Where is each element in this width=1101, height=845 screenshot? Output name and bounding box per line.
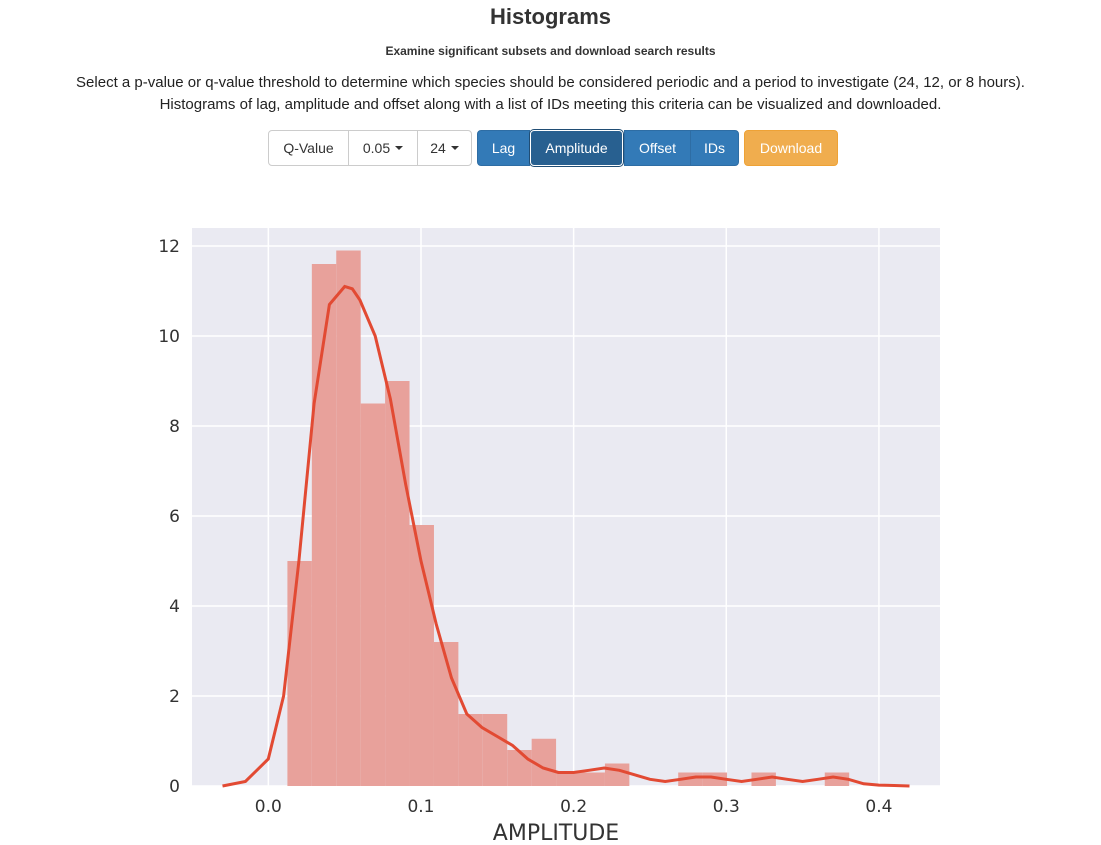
x-tick-label: 0.2 [560, 797, 587, 817]
tab-lag[interactable]: Lag [477, 130, 530, 166]
tab-ids[interactable]: IDs [690, 130, 739, 166]
x-tick-label: 0.1 [407, 797, 434, 817]
chevron-down-icon [395, 146, 404, 150]
description-line-2: Histograms of lag, amplitude and offset … [159, 96, 942, 113]
histogram-bar [336, 250, 361, 786]
page-title: Histograms [489, 4, 612, 29]
tab-lag-label: Lag [491, 140, 516, 156]
tab-offset[interactable]: Offset [624, 130, 691, 166]
y-tick-label: 10 [158, 327, 180, 347]
description-line-1: Select a p-value or q-value threshold to… [76, 74, 1025, 91]
histogram-bar [604, 763, 630, 786]
threshold-label: 0.05 [362, 140, 391, 156]
histogram-bar [287, 561, 312, 786]
tab-amplitude-label: Amplitude [545, 140, 608, 156]
histogram-bar [311, 264, 337, 786]
period-label: 24 [430, 140, 446, 156]
chevron-down-icon [450, 146, 459, 150]
download-label: Download [759, 140, 823, 156]
period-dropdown[interactable]: 24 [417, 130, 472, 166]
histogram-bar [482, 714, 508, 786]
y-tick-label: 8 [169, 417, 180, 437]
value-type-label: Q-Value [283, 140, 334, 156]
x-tick-label: 0.3 [713, 797, 740, 817]
x-tick-label: 0.0 [255, 797, 282, 817]
tab-offset-label: Offset [638, 140, 677, 156]
download-button[interactable]: Download [744, 130, 838, 166]
value-type-button[interactable]: Q-Value [268, 130, 349, 166]
y-tick-label: 6 [169, 507, 180, 527]
page-subtitle: Examine significant subsets and download… [385, 44, 716, 58]
toolbar: Q-Value 0.05 24 Lag Amplitude Offset IDs… [0, 130, 1101, 166]
histogram-bar [433, 642, 459, 786]
tab-ids-label: IDs [704, 140, 725, 156]
histogram-bar [507, 750, 532, 786]
tab-amplitude[interactable]: Amplitude [530, 130, 623, 166]
y-tick-label: 0 [169, 777, 180, 797]
y-tick-label: 2 [169, 687, 180, 707]
histogram-bar [385, 381, 410, 786]
histogram-bar [580, 772, 605, 786]
page-description: Select a p-value or q-value threshold to… [0, 72, 1101, 116]
y-tick-label: 12 [158, 237, 180, 257]
tick-labels: 0.0 0.1 0.2 0.3 0.4 0 2 4 6 8 10 12 [158, 237, 892, 817]
kde-curve [222, 284, 910, 788]
x-axis-title: AMPLITUDE [493, 821, 619, 845]
histogram-bar [360, 403, 386, 786]
y-tick-label: 4 [169, 597, 180, 617]
histogram-bar [556, 772, 581, 786]
x-tick-label: 0.4 [865, 797, 892, 817]
